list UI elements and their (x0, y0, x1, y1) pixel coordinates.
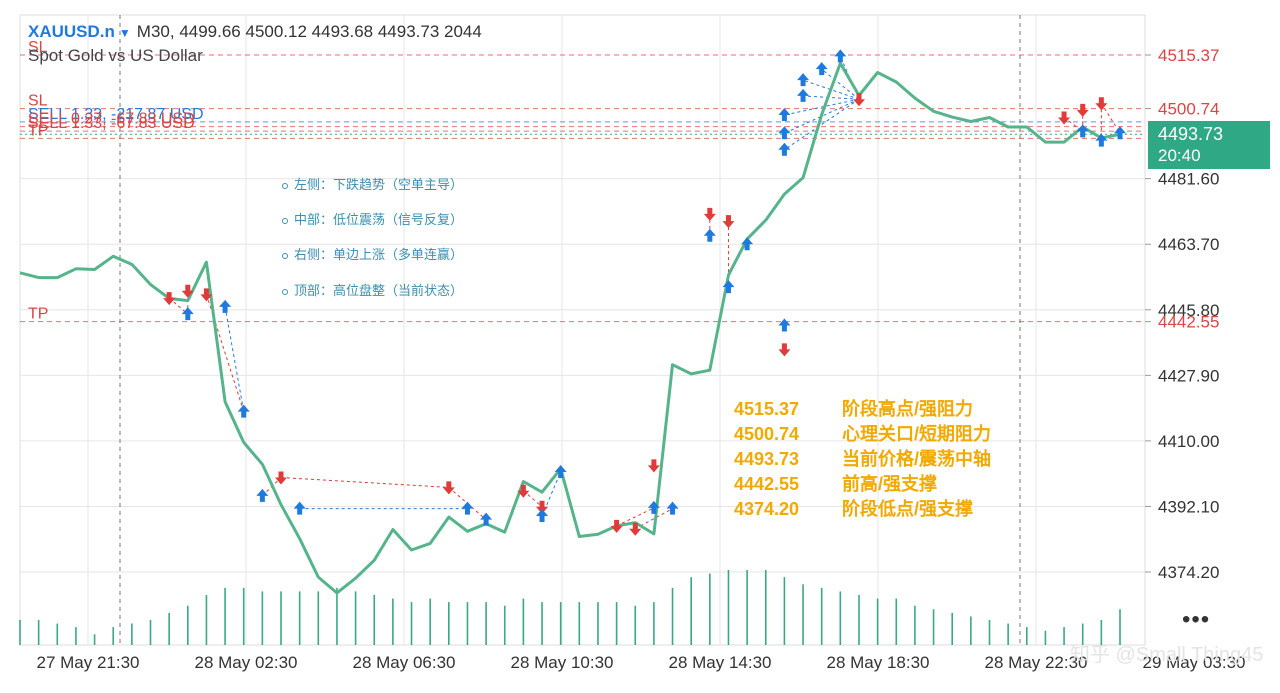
order-line-label: SELL 0.27, -67.83 USD (28, 111, 195, 128)
trade-link (523, 490, 543, 508)
buy-arrow-icon (834, 49, 847, 63)
buy-arrow-icon (181, 307, 194, 321)
price-axis-label: 4374.20 (1158, 563, 1219, 582)
buy-arrow-icon (480, 512, 493, 526)
ohlc-values: M30, 4499.66 4500.12 4493.68 4493.73 204… (136, 22, 482, 41)
key-level-row: 4442.55 前高/强支撑 (734, 474, 938, 494)
triangle-down-icon[interactable]: ▼ (118, 26, 131, 40)
price-axis-label: 4427.90 (1158, 366, 1219, 385)
sell-arrow-icon (852, 93, 865, 107)
annotation-top: 顶部：高位盘整（当前状态） (282, 280, 463, 299)
buy-arrow-icon (1095, 133, 1108, 147)
current-price-badge: 4493.73 20:40 (1148, 121, 1270, 169)
symbol-selector[interactable]: XAUUSD.n (28, 22, 115, 41)
sell-arrow-icon (1058, 111, 1071, 125)
buy-arrow-icon (461, 501, 474, 515)
order-line-label: TP (28, 306, 48, 323)
sell-arrow-icon (722, 215, 735, 229)
trade-link (821, 68, 860, 100)
buy-arrow-icon (237, 404, 250, 418)
time-axis-label: 27 May 21:30 (36, 653, 139, 672)
buy-arrow-icon (256, 488, 269, 502)
sell-arrow-icon (610, 519, 623, 533)
trade-link (616, 507, 655, 527)
annotation-left: 左侧：下跌趋势（空单主导） (282, 174, 463, 193)
sell-arrow-icon (629, 522, 642, 536)
time-axis-label: 28 May 22:30 (984, 653, 1087, 672)
sell-arrow-icon (442, 481, 455, 495)
buy-arrow-icon (1114, 126, 1126, 140)
buy-arrow-icon (778, 318, 791, 332)
trade-link (1100, 102, 1121, 134)
annotation-right: 右侧：单边上涨（多单连赢） (282, 244, 463, 263)
trade-link (280, 477, 449, 488)
buy-arrow-icon (797, 88, 810, 102)
order-line-label: SL (28, 39, 48, 56)
sell-arrow-icon (517, 484, 530, 498)
key-level-row: 4493.73 当前价格/震荡中轴 (734, 449, 992, 469)
time-axis-label: 28 May 02:30 (194, 653, 297, 672)
sell-arrow-icon (536, 500, 549, 514)
price-axis-label: 4500.74 (1158, 100, 1219, 119)
price-axis-label: 4463.70 (1158, 235, 1219, 254)
price-axis-label: 4410.00 (1158, 432, 1219, 451)
price-axis-label: 4515.37 (1158, 46, 1219, 65)
more-dots-icon[interactable]: ••• (1182, 606, 1211, 633)
sell-arrow-icon (275, 471, 288, 485)
sell-arrow-icon (647, 459, 660, 473)
buy-arrow-icon (1076, 124, 1089, 138)
buy-arrow-icon (741, 237, 754, 251)
price-axis-label: 4445.80 (1158, 301, 1219, 320)
time-axis-label: 29 May 03:30 (1142, 653, 1245, 672)
order-line-label: SELL 1.33, -217.87 USD (28, 106, 204, 123)
chart-header: XAUUSD.n ▼ M30, 4499.66 4500.12 4493.68 44… (28, 22, 482, 42)
plot-frame (19, 14, 1146, 646)
time-axis-label: 28 May 10:30 (510, 653, 613, 672)
buy-arrow-icon (797, 73, 810, 87)
watermark: 知乎 @Small Thing45 (1070, 644, 1264, 666)
price-axis-label: 4442.55 (1158, 313, 1219, 332)
trade-link (784, 98, 860, 116)
buy-arrow-icon (293, 501, 306, 515)
order-line-label: SELL 1.33, -67.83 USD (28, 115, 195, 132)
sell-arrow-icon (181, 284, 194, 298)
sell-arrow-icon (703, 207, 716, 221)
buy-arrow-icon (666, 501, 679, 515)
buy-arrow-icon (778, 126, 791, 140)
sell-arrow-icon (200, 288, 213, 302)
annotation-middle: 中部：低位震荡（信号反复） (282, 209, 463, 228)
key-level-row: 4500.74 心理关口/短期阻力 (734, 424, 992, 444)
symbol-description: Spot Gold vs US Dollar (28, 46, 203, 65)
buy-arrow-icon (778, 107, 791, 121)
trade-link (784, 98, 860, 134)
buy-arrow-icon (722, 280, 735, 294)
price-axis-label: 4392.10 (1158, 497, 1219, 516)
trade-link (802, 79, 860, 100)
key-level-row: 4515.37 阶段高点/强阻力 (734, 399, 974, 419)
current-price: 4493.73 (1158, 124, 1224, 144)
time-axis-label: 28 May 14:30 (668, 653, 771, 672)
sell-arrow-icon (778, 343, 791, 357)
order-line-label: SL (28, 93, 48, 110)
time-axis-label: 28 May 18:30 (826, 653, 929, 672)
buy-arrow-icon (703, 228, 716, 242)
price-line (19, 61, 1121, 595)
trade-link (224, 306, 245, 412)
buy-arrow-icon (219, 299, 232, 313)
sell-arrow-icon (1076, 103, 1089, 117)
sell-arrow-icon (163, 292, 176, 306)
bar-countdown: 20:40 (1158, 146, 1201, 165)
time-axis-label: 28 May 06:30 (352, 653, 455, 672)
buy-arrow-icon (554, 465, 567, 479)
price-axis-label: 4481.60 (1158, 170, 1219, 189)
buy-arrow-icon (647, 500, 660, 514)
buy-arrow-icon (815, 62, 828, 76)
key-level-row: 4374.20 阶段低点/强支撑 (734, 499, 974, 519)
buy-arrow-icon (778, 142, 791, 156)
order-line-label: TP (28, 122, 48, 139)
sell-arrow-icon (1095, 97, 1108, 111)
buy-arrow-icon (536, 508, 549, 522)
